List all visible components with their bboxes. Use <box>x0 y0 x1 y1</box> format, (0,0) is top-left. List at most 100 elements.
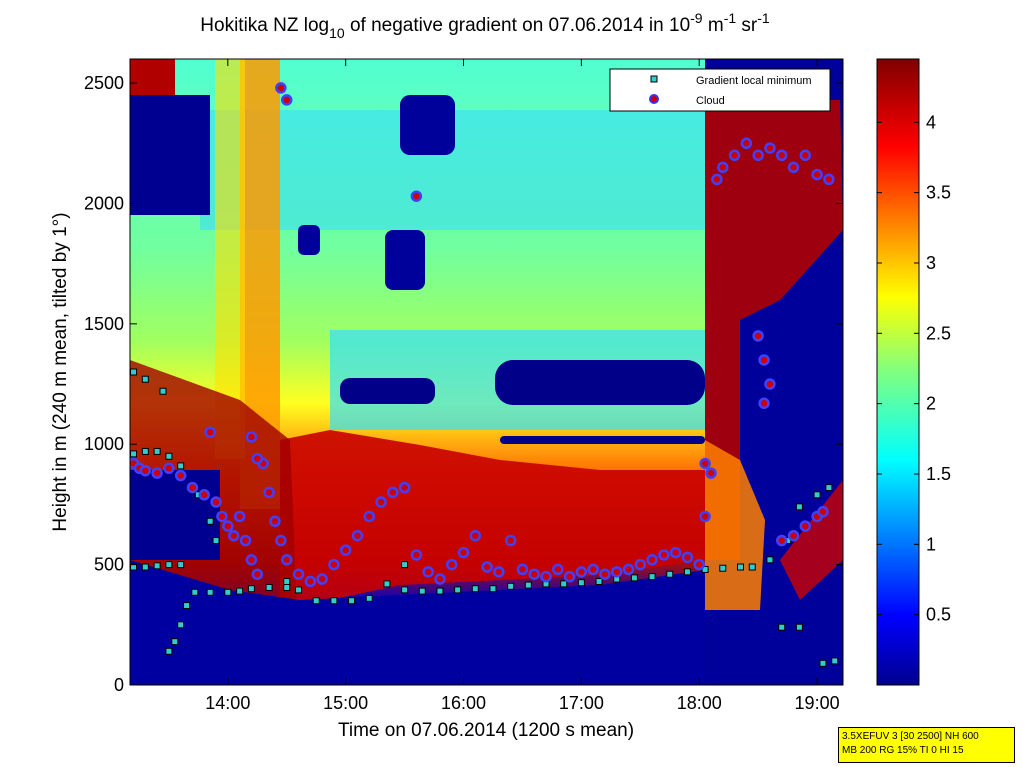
cloud-marker <box>563 570 576 583</box>
gradient-min-marker <box>183 602 191 610</box>
gradient-min-marker <box>524 581 532 589</box>
cloud-marker <box>410 549 423 561</box>
cloud-marker <box>711 173 723 186</box>
heatmap-blue-bottom <box>130 560 760 685</box>
cloud-marker <box>717 161 729 174</box>
gradient-min-marker <box>630 574 638 582</box>
cloud-marker <box>387 486 399 499</box>
gradient-min-marker <box>795 623 803 631</box>
cloud-marker <box>634 558 647 571</box>
cloud-marker <box>552 563 564 576</box>
cloud-marker <box>705 467 717 479</box>
x-tick-label: 14:00 <box>205 693 250 713</box>
cloud-marker <box>163 462 175 475</box>
gradient-min-marker <box>560 580 568 588</box>
heatmap-hole-1 <box>400 95 455 155</box>
cloud-marker <box>516 563 529 576</box>
gradient-min-marker <box>177 561 185 569</box>
gradient-min-marker <box>365 594 373 602</box>
cloud-marker <box>339 544 352 556</box>
cloud-marker <box>410 190 423 202</box>
heatmap-blue-topleft <box>130 95 210 215</box>
gradient-min-marker <box>577 579 585 587</box>
legend-label-cloud: Cloud <box>696 95 725 107</box>
gradient-min-marker <box>165 452 173 460</box>
cloud-marker <box>316 573 328 585</box>
y-tick-label: 2000 <box>84 193 124 213</box>
cloud-marker <box>245 554 258 566</box>
gradient-min-marker <box>489 585 497 593</box>
gradient-min-marker <box>265 583 273 591</box>
cloud-marker <box>764 142 776 154</box>
info-line-2: MB 200 RG 15% TI 0 HI 15 <box>842 745 964 756</box>
gradient-min-marker <box>224 588 232 596</box>
cloud-marker <box>787 161 800 174</box>
heatmap-hole-3 <box>298 225 320 255</box>
cloud-marker <box>363 510 375 523</box>
cloud-marker <box>434 573 446 585</box>
cloud-marker <box>758 354 770 366</box>
gradient-min-marker <box>130 563 138 571</box>
gradient-min-marker <box>247 585 255 593</box>
cloud-marker <box>693 558 705 571</box>
y-axis-label: Height in m (240 m mean, tilted by 1°) <box>50 212 71 531</box>
x-tick-label: 16:00 <box>441 693 486 713</box>
cloud-marker <box>587 563 599 576</box>
cloud-marker <box>328 558 340 571</box>
gradient-min-marker <box>236 587 244 595</box>
gradient-min-marker <box>212 537 220 545</box>
cloud-marker <box>204 426 216 438</box>
gradient-min-marker <box>766 556 774 564</box>
cloud-marker <box>422 566 434 578</box>
gradient-min-marker <box>153 447 161 455</box>
cloud-marker <box>269 515 281 528</box>
gradient-min-marker <box>153 562 161 570</box>
heatmap-streak-1200b <box>340 378 435 404</box>
cloud-marker <box>758 397 770 410</box>
cloud-marker <box>740 137 753 150</box>
gradient-min-marker <box>795 503 803 511</box>
colorbar-tick-label: 3 <box>926 253 936 273</box>
cloud-marker <box>239 534 252 547</box>
cloud-marker <box>245 431 258 443</box>
heatmap-red-layer <box>280 430 705 600</box>
cloud-marker <box>280 554 293 566</box>
gradient-min-marker <box>165 647 173 655</box>
cloud-marker <box>775 534 788 547</box>
gradient-min-marker <box>595 577 603 585</box>
cloud-marker <box>764 378 776 390</box>
cloud-marker <box>493 566 505 578</box>
gradient-min-marker <box>831 657 839 665</box>
heatmap-blue-left-mid <box>130 470 220 560</box>
gradient-min-marker <box>130 368 138 376</box>
cloud-marker <box>398 481 411 494</box>
gradient-min-marker <box>177 621 185 629</box>
cloud-marker <box>622 563 635 576</box>
gradient-min-marker <box>141 375 149 383</box>
gradient-min-marker <box>507 582 515 590</box>
heatmap-yellow-column <box>215 59 245 459</box>
x-tick-label: 19:00 <box>795 693 840 713</box>
gradient-min-marker <box>813 491 821 499</box>
gradient-min-marker <box>312 597 320 605</box>
legend-box <box>609 68 831 112</box>
gradient-min-marker <box>683 568 691 576</box>
cloud-marker <box>481 561 493 573</box>
info-line-1: 3.5XEFUV 3 [30 2500] NH 600 <box>842 731 979 742</box>
colorbar-tick-label: 2.5 <box>926 323 951 343</box>
cloud-marker <box>699 510 711 523</box>
cloud-marker <box>528 568 540 580</box>
cloud-marker <box>811 168 823 181</box>
gradient-min-marker <box>719 564 727 572</box>
legend-circle-marker <box>649 94 659 104</box>
cloud-marker <box>375 496 387 508</box>
cloud-marker <box>233 510 246 523</box>
cloud-marker <box>351 529 364 542</box>
heatmap-streak-1000 <box>500 436 705 444</box>
colorbar-gradient <box>876 58 920 686</box>
gradient-min-marker <box>206 517 214 525</box>
cloud-marker <box>198 489 210 501</box>
legend-label-gradient: Gradient local minimum <box>696 75 812 87</box>
gradient-min-marker <box>130 450 138 458</box>
